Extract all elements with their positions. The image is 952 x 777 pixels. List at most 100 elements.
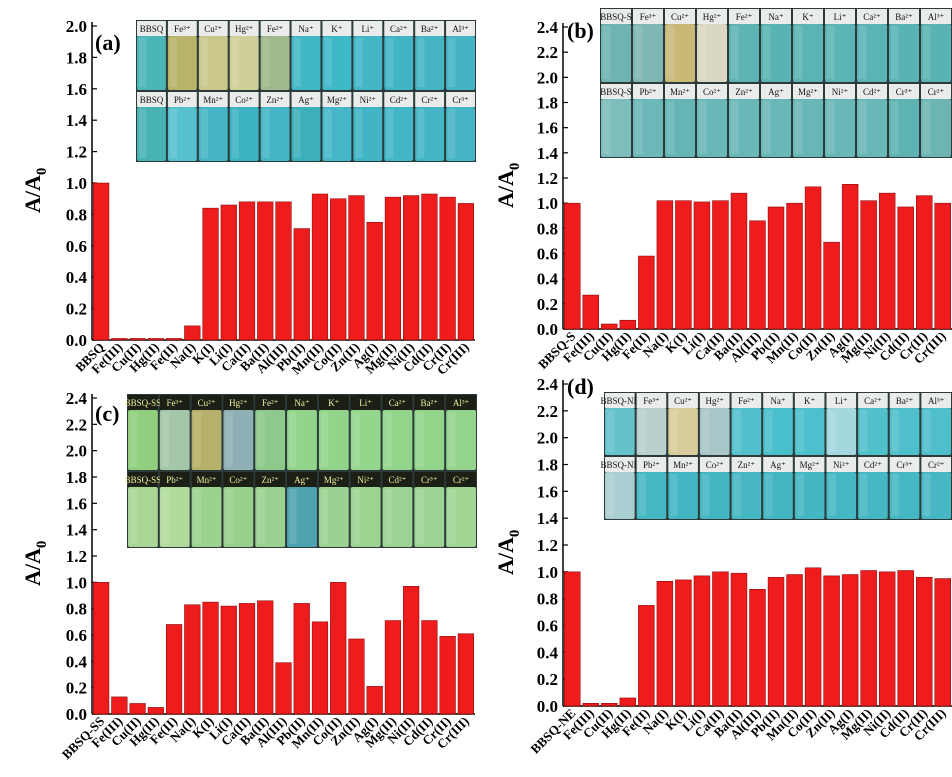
y-tick-label: 0.8 — [537, 590, 558, 609]
y-tick-label: 1.4 — [66, 521, 88, 540]
vial — [601, 24, 631, 82]
vial — [191, 487, 222, 547]
vial — [137, 107, 166, 161]
vial — [793, 24, 823, 82]
vial-label: Co²⁺ — [703, 87, 721, 97]
vial-label: Ni²⁺ — [357, 475, 374, 485]
vial-highlight — [225, 489, 233, 544]
vial-highlight — [384, 489, 392, 544]
vial-highlight — [891, 101, 899, 154]
vial-highlight — [448, 109, 456, 158]
vial-label: Li⁺ — [834, 12, 847, 22]
vial-highlight — [416, 489, 424, 544]
vial — [633, 99, 663, 157]
vial-label: Li⁺ — [359, 398, 372, 408]
bar-mn-ii- — [786, 202, 803, 330]
vial-photo-inset: BBSQ-S Fe³⁺ Cu²⁺ Hg²⁺ Fe²⁺ Na⁺ K⁺ Li⁺ Ca²⁺ Ba²⁺ Al… — [600, 8, 952, 158]
vial-highlight — [320, 489, 329, 544]
bar-mn-ii- — [786, 574, 803, 707]
vial-label: Mn²⁺ — [670, 87, 690, 97]
vial-label: Pb²⁺ — [640, 87, 657, 97]
vial-cap — [191, 472, 222, 487]
bar-k-i- — [202, 601, 219, 715]
bar-na-i- — [184, 604, 201, 715]
bar-ca-ii- — [712, 571, 729, 707]
vial-cap — [159, 395, 190, 410]
vial-highlight — [860, 410, 868, 452]
vial-highlight — [355, 109, 363, 158]
vial — [414, 410, 445, 470]
y-tick-label: 1.6 — [537, 119, 558, 138]
vial-highlight — [828, 474, 836, 516]
vial — [291, 36, 321, 90]
vial — [446, 107, 475, 161]
vial — [921, 472, 951, 519]
vial-label: Pb²⁺ — [166, 475, 183, 485]
y-tick-label: 0.0 — [66, 705, 87, 724]
bar-fe-iii- — [582, 294, 600, 330]
bar-k-i- — [675, 579, 692, 707]
vial-label: Co²⁺ — [706, 460, 724, 470]
vial — [446, 410, 476, 470]
vial — [260, 36, 290, 90]
bar-al-iii- — [749, 220, 766, 330]
vial-highlight — [670, 410, 678, 452]
vial-label: Na⁺ — [768, 12, 783, 22]
vial-label: Na⁺ — [294, 398, 309, 408]
vial-label: K⁺ — [802, 12, 813, 22]
vial-highlight — [200, 109, 209, 158]
vial-cap — [889, 393, 920, 408]
vial-label: Cr³⁺ — [896, 460, 913, 470]
bar-k-i- — [675, 200, 692, 330]
y-tick-label: 0.6 — [66, 237, 87, 256]
vial-cap — [729, 9, 759, 24]
vial-label: Zn²⁺ — [261, 475, 279, 485]
bar-ni-ii- — [878, 192, 896, 330]
bar-mn-ii- — [311, 621, 329, 715]
vial — [159, 410, 190, 470]
chart-panel-b: 0.0 0.2 0.4 0.6 0.8 1.0 1.2 1.4 1.6 1.8 2.0 2.2 2.4 B… — [493, 8, 952, 372]
vial-highlight — [231, 109, 239, 158]
vial-label: Ag⁺ — [298, 95, 314, 105]
vial-cap — [415, 21, 445, 36]
vial-cap — [229, 92, 259, 107]
bar-cr-iii- — [457, 633, 474, 715]
vial-cap — [633, 9, 663, 24]
vial-highlight — [859, 26, 867, 79]
vial-cap — [699, 457, 730, 472]
bar-cu-ii- — [601, 323, 618, 330]
vial-cap — [665, 84, 695, 99]
vial-label: BBSQ — [140, 95, 164, 105]
vial-label: Ca²⁺ — [389, 398, 407, 408]
vial-label: Fe³⁺ — [640, 12, 657, 22]
bar-ba-ii- — [257, 600, 274, 715]
vial — [858, 408, 888, 455]
y-tick-label: 1.0 — [537, 563, 558, 582]
vial-label: BBSQ-SS — [125, 475, 162, 485]
y-tick-label: 1.4 — [537, 144, 559, 163]
y-tick-label: 0.6 — [537, 245, 558, 264]
vial — [128, 410, 158, 470]
bar-cr-iii- — [457, 203, 474, 341]
vial-cap — [260, 92, 290, 107]
vial-cap — [198, 21, 228, 36]
vial-cap — [137, 21, 166, 36]
vial — [825, 99, 855, 157]
y-tick-label: 1.6 — [537, 482, 558, 501]
vial-highlight — [257, 489, 265, 544]
vial — [415, 36, 445, 90]
vial — [794, 472, 825, 519]
vial-cap — [921, 393, 951, 408]
vial-highlight — [225, 412, 233, 467]
bar-co-ii- — [804, 567, 822, 707]
vial — [223, 410, 254, 470]
vial — [229, 36, 259, 90]
vial — [731, 472, 762, 519]
vial-label: BBSQ-S — [600, 87, 632, 97]
vial-highlight — [635, 26, 643, 79]
bar-fe-ii- — [638, 255, 655, 330]
vial-label: K⁺ — [804, 396, 815, 406]
y-tick-label: 0.2 — [537, 295, 558, 314]
bar-cr-ii- — [439, 636, 456, 715]
vial-cap — [636, 457, 667, 472]
